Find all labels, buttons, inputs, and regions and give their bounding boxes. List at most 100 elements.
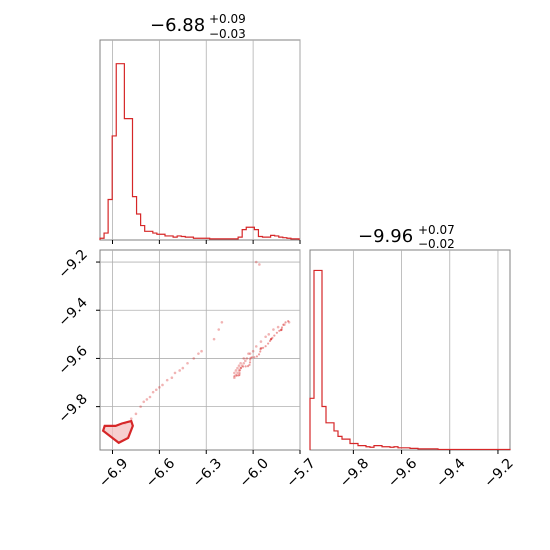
scatter-point — [170, 376, 174, 380]
scatter-point — [173, 371, 177, 375]
panel-scatter-frame — [99, 249, 301, 451]
scatter-point — [254, 260, 258, 264]
scatter-point — [259, 348, 262, 351]
scatter-point — [235, 374, 238, 377]
scatter-point — [249, 356, 252, 359]
scatter-point — [267, 342, 270, 345]
scatter-point — [161, 383, 164, 387]
scatter-point — [268, 339, 272, 343]
title-y-value: −9.96 — [358, 226, 413, 247]
scatter-point — [244, 359, 247, 363]
scatter-point — [239, 366, 242, 370]
scatter-point — [248, 361, 252, 364]
scatter-point — [259, 347, 262, 350]
y-tick-label: −9.2 — [55, 247, 90, 282]
x-tick-label: −6.3 — [190, 455, 225, 490]
scatter-y-ticks: −9.2 −9.4 −9.6 −9.8 — [55, 247, 100, 426]
scatter-x-ticks: −6.9 −6.6 −6.3 −6.0 −5.7 — [96, 450, 319, 491]
scatter-point — [254, 345, 258, 348]
scatter-point — [273, 334, 276, 337]
scatter-point — [148, 395, 152, 399]
scatter-point — [129, 417, 133, 420]
scatter-point — [279, 328, 282, 332]
histogram-y — [309, 269, 511, 451]
scatter-point — [165, 378, 169, 382]
scatter-point — [245, 357, 249, 360]
scatter-point — [275, 331, 278, 334]
y-tick-label: −9.6 — [55, 343, 90, 378]
panel-scatter: −6.9 −6.6 −6.3 −6.0 −5.7 −9.2 −9.4 −9.6 −9.8 — [55, 247, 318, 491]
scatter-point — [237, 369, 241, 372]
scatter-point — [269, 338, 272, 341]
scatter-point — [181, 366, 185, 370]
scatter-point — [287, 320, 291, 324]
scatter-point — [272, 328, 275, 331]
scatter-point — [248, 363, 251, 366]
scatter-point — [154, 388, 158, 392]
scatter-point — [178, 369, 181, 372]
scatter-point — [244, 365, 247, 368]
scatter-point — [220, 320, 224, 324]
scatter-point — [264, 345, 267, 348]
histogram-x — [99, 63, 300, 240]
scatter-point — [139, 405, 142, 408]
title-y-lower: −0.02 — [418, 237, 455, 251]
scatter-point — [236, 366, 239, 370]
scatter-point — [259, 350, 262, 353]
scatter-point — [238, 369, 242, 372]
title-x-upper: +0.09 — [209, 12, 246, 26]
x-tick-label: −6.9 — [96, 455, 131, 490]
x-tick-label: −9.4 — [433, 455, 468, 490]
panel-hist-x-grid — [112, 40, 301, 244]
scatter-point — [280, 326, 284, 329]
panel-hist-y-grid — [352, 250, 499, 450]
scatter-point — [246, 365, 250, 368]
scatter-point — [280, 328, 283, 331]
scatter-point — [192, 357, 196, 360]
scatter-point — [237, 364, 241, 367]
scatter-point — [151, 390, 155, 394]
scatter-point — [262, 346, 265, 349]
scatter-point — [258, 263, 261, 266]
scatter-point — [269, 338, 273, 341]
scatter-point — [251, 349, 255, 353]
scatter-point — [278, 329, 281, 332]
panel-scatter-grid — [100, 250, 301, 450]
hist-y-x-ticks: −9.8 −9.6 −9.4 −9.2 — [337, 450, 517, 491]
title-y: −9.96 — [358, 226, 413, 247]
scatter-point — [239, 361, 242, 365]
title-x-value: −6.88 — [150, 15, 205, 36]
scatter-point — [257, 353, 261, 356]
scatter-point — [186, 361, 189, 365]
scatter-point — [233, 376, 236, 380]
scatter-point — [249, 358, 252, 361]
scatter-point — [134, 412, 138, 416]
panel-hist-y: −9.96 +0.07 −0.02 −9.8 −9.6 −9.4 −9.2 — [309, 223, 517, 491]
scatter-point — [287, 320, 290, 323]
scatter-point — [197, 352, 200, 355]
x-tick-label: −6.0 — [237, 455, 272, 490]
x-tick-label: −9.6 — [385, 455, 420, 490]
scatter-point — [239, 366, 243, 369]
scatter-point — [250, 356, 254, 359]
scatter-point — [236, 371, 239, 375]
scatter-point — [242, 357, 246, 360]
scatter-point — [241, 365, 245, 368]
density-contour — [101, 419, 134, 445]
scatter-point — [217, 328, 221, 331]
panel-hist-y-frame — [309, 249, 511, 451]
scatter-point — [255, 355, 259, 358]
scatter-point — [267, 333, 271, 336]
scatter-point — [234, 369, 238, 372]
scatter-point — [237, 374, 240, 377]
x-tick-label: −5.7 — [283, 455, 318, 490]
scatter-point — [253, 356, 256, 359]
scatter-point — [142, 400, 146, 404]
scatter-point — [200, 349, 203, 353]
scatter-point — [284, 321, 287, 324]
title-y-upper: +0.07 — [418, 223, 455, 237]
scatter-point — [270, 337, 273, 341]
scatter-point — [238, 371, 241, 375]
scatter-point — [248, 352, 252, 355]
scatter-point — [233, 371, 236, 375]
